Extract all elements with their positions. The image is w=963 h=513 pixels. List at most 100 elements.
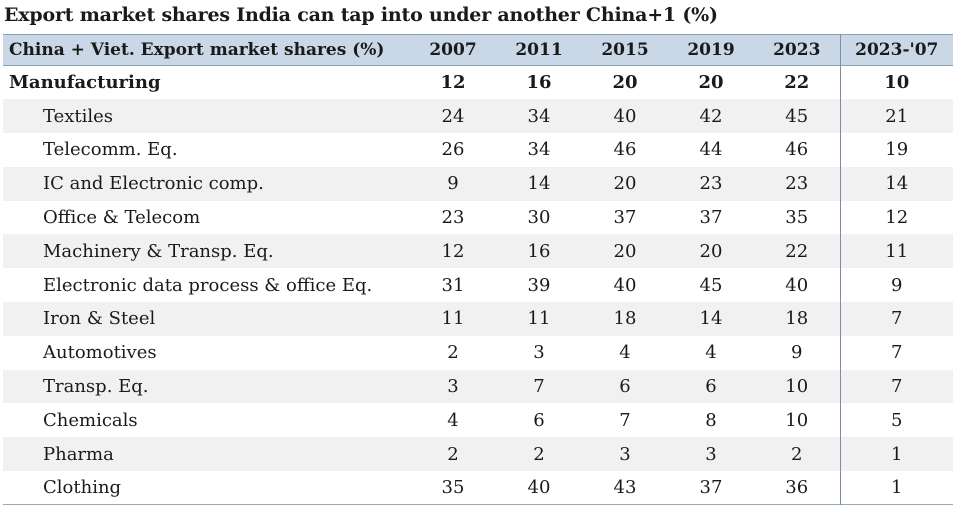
row-label: Textiles	[43, 105, 114, 127]
table-row: Pharma 2 2 3 3 2 1	[3, 437, 953, 472]
table-cell: 12	[441, 240, 465, 262]
row-label: Transp. Eq.	[43, 376, 149, 398]
table-cell: 10	[785, 409, 809, 431]
table-row: Clothing 35 40 43 37 36 1	[3, 471, 953, 505]
table-cell: 34	[527, 105, 551, 127]
table-row: Automotives 2 3 4 4 9 7	[3, 335, 953, 370]
table-cell: 46	[613, 139, 637, 161]
table-cell: 46	[785, 139, 809, 161]
table-cell: 37	[699, 207, 723, 229]
table-cell: 44	[699, 139, 723, 161]
table-cell: 9	[839, 268, 953, 303]
table-cell: 3	[705, 443, 717, 465]
table-cell: 16	[527, 240, 551, 262]
table-cell: 20	[613, 240, 637, 262]
row-label: Electronic data process & office Eq.	[43, 274, 373, 296]
table-row: Transp. Eq. 3 7 6 6 10 7	[3, 369, 953, 404]
table-cell: 7	[533, 376, 545, 398]
table-cell: 11	[527, 308, 551, 330]
table-cell: 11	[441, 308, 465, 330]
table-cell: 20	[699, 240, 723, 262]
table-cell: 40	[785, 274, 809, 296]
table-cell: 37	[699, 477, 723, 499]
table-row: Office & Telecom 23 30 37 37 35 12	[3, 200, 953, 235]
table-cell: 16	[526, 72, 552, 94]
table-cell: 6	[705, 376, 717, 398]
table-cell: 45	[785, 105, 809, 127]
table-cell: 9	[791, 342, 803, 364]
table-cell: 30	[527, 207, 551, 229]
table-cell: 23	[785, 173, 809, 195]
table-row: IC and Electronic comp. 9 14 20 23 23 14	[3, 166, 953, 201]
table-cell: 35	[441, 477, 465, 499]
table-cell: 22	[784, 72, 810, 94]
table-cell: 7	[839, 335, 953, 370]
table-cell: 31	[441, 274, 465, 296]
row-label: Office & Telecom	[43, 207, 201, 229]
table-cell: 19	[839, 133, 953, 167]
table-cell: 11	[839, 234, 953, 269]
table-row: Telecomm. Eq. 26 34 46 44 46 19	[3, 133, 953, 167]
table-cell: 6	[619, 376, 631, 398]
table-row: Iron & Steel 11 11 18 14 18 7	[3, 302, 953, 336]
table-body: Manufacturing 12 16 20 20 22 10 Textiles 24 34 40 4…	[3, 65, 953, 505]
column-header: China + Viet. Export market shares (%)	[9, 40, 385, 60]
column-header: 2023	[773, 40, 821, 60]
table-cell: 21	[839, 99, 953, 134]
table-cell: 22	[785, 240, 809, 262]
table-cell: 7	[839, 302, 953, 336]
row-label: Iron & Steel	[43, 308, 156, 330]
table-cell: 20	[613, 173, 637, 195]
table-cell: 40	[613, 274, 637, 296]
table-cell: 20	[612, 72, 638, 94]
table-header-row: China + Viet. Export market shares (%) 2…	[3, 34, 953, 66]
table-cell: 20	[698, 72, 724, 94]
table-cell: 10	[785, 376, 809, 398]
table-cell: 12	[440, 72, 466, 94]
table-cell: 18	[785, 308, 809, 330]
table-cell: 18	[613, 308, 637, 330]
row-label: Chemicals	[43, 409, 138, 431]
table-cell: 42	[699, 105, 723, 127]
row-label: Machinery & Transp. Eq.	[43, 240, 274, 262]
table-cell: 26	[441, 139, 465, 161]
table-cell: 34	[527, 139, 551, 161]
table-cell: 23	[699, 173, 723, 195]
table-cell: 2	[791, 443, 803, 465]
table-cell: 8	[705, 409, 717, 431]
table-cell: 37	[613, 207, 637, 229]
table-cell: 45	[699, 274, 723, 296]
table-cell: 2	[533, 443, 545, 465]
column-header: 2007	[429, 40, 477, 60]
table-cell: 24	[441, 105, 465, 127]
column-header: 2015	[601, 40, 649, 60]
table-cell: 43	[613, 477, 637, 499]
table-cell: 40	[527, 477, 551, 499]
table-cell: 1	[839, 471, 953, 505]
table-cell: 2	[447, 443, 459, 465]
table-cell: 3	[447, 376, 459, 398]
table-cell: 6	[533, 409, 545, 431]
row-label: Clothing	[43, 477, 122, 499]
column-header: 2019	[687, 40, 735, 60]
column-header: 2023-'07	[839, 34, 953, 66]
table-cell: 39	[527, 274, 551, 296]
table-cell: 9	[447, 173, 459, 195]
table-cell: 14	[699, 308, 723, 330]
table-cell: 2	[447, 342, 459, 364]
table-cell: 4	[447, 409, 459, 431]
table-row: Electronic data process & office Eq. 31 39…	[3, 268, 953, 303]
table-cell: 5	[839, 403, 953, 438]
table-cell: 3	[533, 342, 545, 364]
row-label: Automotives	[43, 342, 157, 364]
table-row: Machinery & Transp. Eq. 12 16 20 20 22 11	[3, 234, 953, 269]
table-cell: 14	[839, 166, 953, 201]
table-cell: 10	[839, 65, 953, 100]
row-label: Telecomm. Eq.	[43, 139, 178, 161]
table-cell: 36	[785, 477, 809, 499]
table-cell: 12	[839, 200, 953, 235]
row-label: IC and Electronic comp.	[43, 173, 264, 195]
table-row: Textiles 24 34 40 42 45 21	[3, 99, 953, 134]
table-cell: 23	[441, 207, 465, 229]
table-cell: 7	[839, 369, 953, 404]
